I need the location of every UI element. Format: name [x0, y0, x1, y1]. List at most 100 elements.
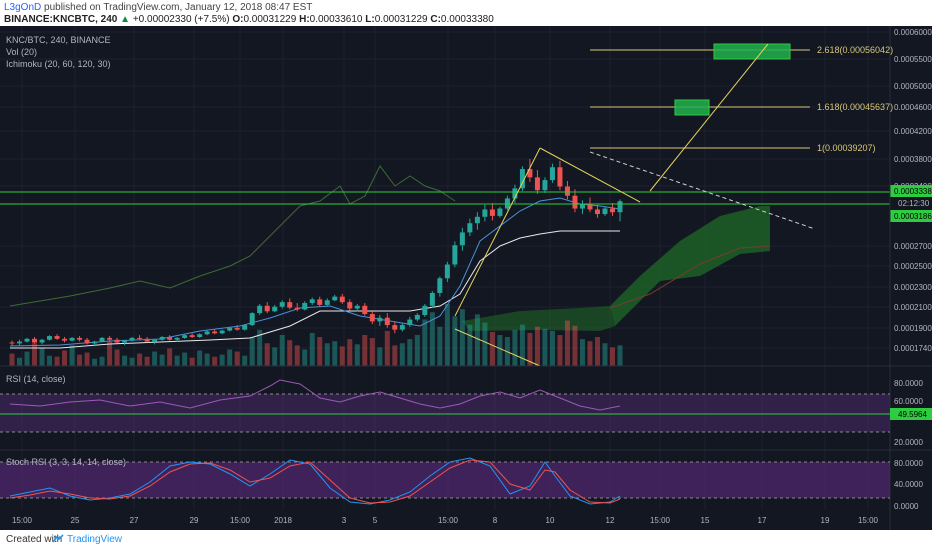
candle-body — [212, 331, 218, 334]
volume-bar — [602, 343, 608, 366]
volume-bar — [182, 352, 188, 366]
volume-bar — [287, 340, 293, 366]
volume-bar — [512, 329, 518, 366]
tradingview-brand[interactable]: TradingView — [67, 534, 123, 545]
volume-bar — [347, 339, 353, 366]
volume-bar — [407, 339, 413, 366]
candle-body — [339, 296, 345, 303]
candle-body — [77, 337, 83, 340]
time-tick-label: 5 — [373, 516, 378, 525]
trend-projection — [589, 151, 816, 230]
rsi-legend[interactable]: RSI (14, close) — [6, 374, 66, 384]
candle-body — [474, 216, 480, 224]
volume-bar — [24, 351, 30, 366]
candle-body — [39, 339, 45, 343]
ichimoku-legend[interactable]: Ichimoku (20, 60, 120, 30) — [6, 59, 111, 69]
candle-body — [587, 203, 593, 210]
volume-bar — [227, 349, 233, 366]
volume-bar — [399, 343, 405, 366]
volume-bar — [204, 353, 210, 366]
flagpole-line — [454, 147, 541, 317]
candle-body — [527, 169, 533, 178]
candle-body — [144, 338, 150, 342]
candle-body — [189, 335, 195, 337]
volume-bar — [257, 329, 263, 366]
conversion-line — [9, 197, 621, 347]
rsi-tick-label: 20.0000 — [894, 438, 923, 447]
rsi-value-tag — [890, 408, 932, 420]
volume-bar — [212, 356, 218, 366]
candle-body — [519, 169, 525, 189]
volume-bar — [197, 350, 203, 366]
target-zone-2618[interactable] — [713, 43, 791, 60]
current-price-tag — [890, 185, 932, 197]
chart-svg[interactable]: 2.618(0.00056042) 1.618(0.00045637) 1(0.… — [0, 26, 932, 530]
candle-body — [122, 340, 128, 343]
close-value: 0.00033380 — [440, 14, 494, 25]
candle-body — [429, 292, 435, 306]
candle-body — [602, 208, 608, 215]
volume-bar — [309, 332, 315, 366]
volume-bar — [129, 357, 135, 366]
candle-body — [114, 339, 120, 343]
stoch-k-line — [9, 457, 621, 505]
rsi-axis: 80.0000 60.0000 20.0000 — [894, 379, 923, 447]
candle-body — [54, 336, 60, 339]
main-legend[interactable]: KNC/BTC, 240, BINANCE — [6, 35, 111, 45]
chart-area[interactable]: 2.618(0.00056042) 1.618(0.00045637) 1(0.… — [0, 26, 932, 530]
open-value: 0.00031229 — [243, 14, 297, 25]
rsi-line — [9, 379, 621, 411]
volume-bar — [279, 335, 285, 366]
open-label: O: — [232, 14, 244, 25]
candle-body — [152, 339, 158, 342]
candle-body — [32, 338, 38, 343]
volume-bar — [332, 341, 338, 366]
volume-bars — [9, 304, 623, 366]
candle-body — [549, 167, 555, 181]
candle-body — [204, 331, 210, 335]
time-tick-label: 15:00 — [650, 516, 671, 525]
lagging-line — [9, 165, 456, 307]
candle-body — [347, 302, 353, 309]
countdown-label: 02:12:30 — [898, 199, 930, 208]
author-link[interactable]: L3gOnD — [4, 2, 42, 13]
volume-legend[interactable]: Vol (20) — [6, 47, 38, 57]
senkou-b — [609, 245, 771, 309]
volume-bar — [534, 326, 540, 366]
time-axis[interactable]: 15:00 25 27 29 15:00 2018 3 5 15:00 8 10 12 15:00 15 1… — [12, 516, 879, 525]
stoch-legend[interactable]: Stoch RSI (3, 3, 14, 14, close) — [6, 457, 127, 467]
volume-bar — [549, 330, 555, 366]
candle-body — [542, 180, 548, 191]
volume-bar — [32, 343, 38, 366]
candle-body — [572, 195, 578, 209]
volume-bar — [489, 331, 495, 366]
candle-body — [617, 201, 623, 213]
volume-bar — [422, 319, 428, 366]
target-zone-1618[interactable] — [674, 99, 710, 116]
pennant-base — [454, 328, 541, 367]
rsi-tick-label: 80.0000 — [894, 379, 923, 388]
candle-body — [279, 302, 285, 307]
candle-body — [392, 325, 398, 330]
volume-bar — [527, 332, 533, 366]
candle-body — [257, 305, 263, 314]
volume-bar — [144, 356, 150, 366]
volume-bar — [444, 304, 450, 366]
candle-body — [467, 223, 473, 233]
candle-body — [332, 296, 338, 301]
volume-bar — [542, 328, 548, 366]
candle-body — [249, 313, 255, 326]
footer: Created with TradingView — [0, 530, 932, 550]
candle-body — [407, 319, 413, 326]
candle-body — [234, 327, 240, 330]
candle-body — [294, 307, 300, 310]
time-tick-label: 17 — [758, 516, 767, 525]
candle-body — [497, 208, 503, 216]
volume-bar — [429, 312, 435, 366]
chikou-span — [9, 165, 456, 307]
